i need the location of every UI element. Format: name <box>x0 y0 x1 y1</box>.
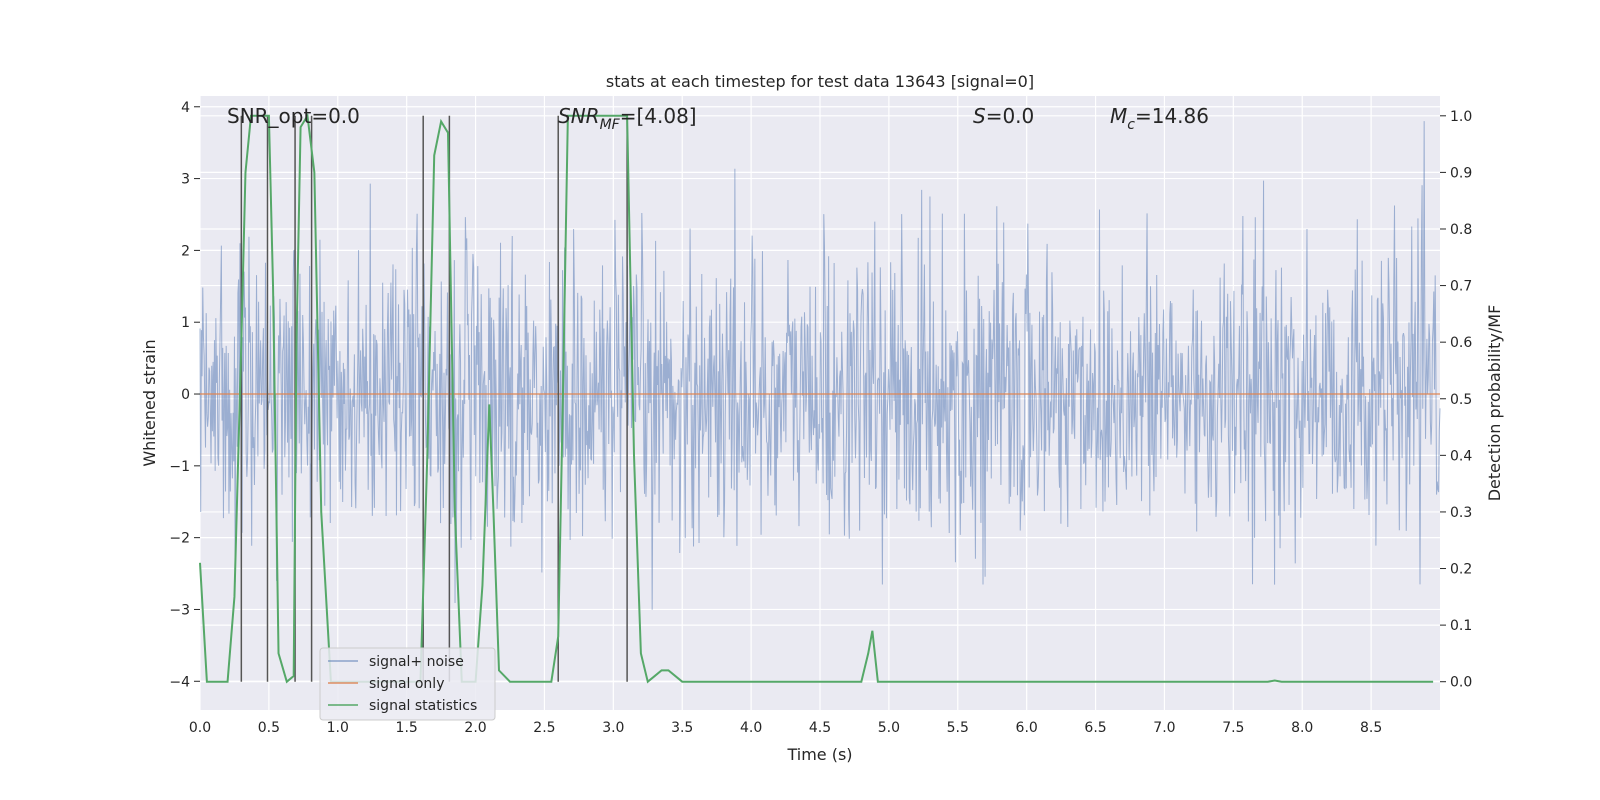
y2-tick-label: 0.5 <box>1450 392 1472 408</box>
y-axis-ticks: 4 3 2 1 0 −1 −2 −3 −4 <box>169 100 200 690</box>
vertical-marker-lines <box>240 115 628 682</box>
y2-tick-label: 0.2 <box>1450 562 1472 578</box>
snr-mf-main: SNR <box>558 104 600 128</box>
x-tick-label: 6.5 <box>1084 720 1106 736</box>
legend-label-signal-statistics: signal statistics <box>369 698 477 714</box>
legend-label-signal-only: signal only <box>369 676 444 692</box>
mc-annotation: Mc=14.86 <box>1110 104 1209 133</box>
s-value: =0.0 <box>986 104 1035 128</box>
y-tick-label: 4 <box>181 100 190 116</box>
snr-opt-annotation: SNR_opt=0.0 <box>227 104 360 128</box>
y2-tick-label: 0.6 <box>1450 335 1472 351</box>
signal-noise-series <box>199 121 1441 610</box>
chart-title: stats at each timestep for test data 136… <box>606 72 1034 91</box>
x-tick-label: 2.0 <box>464 720 486 736</box>
signal-noise-line <box>199 121 1441 610</box>
x-axis-label: Time (s) <box>786 745 852 764</box>
x-tick-label: 6.0 <box>1016 720 1038 736</box>
x-tick-label: 7.5 <box>1222 720 1244 736</box>
x-tick-label: 1.5 <box>396 720 418 736</box>
s-main: S <box>973 104 986 128</box>
y2-tick-label: 0.0 <box>1450 675 1472 691</box>
y2-tick-label: 0.7 <box>1450 279 1472 295</box>
y-tick-label: 2 <box>181 243 190 259</box>
y-tick-label: 3 <box>181 172 190 188</box>
mc-sub: c <box>1127 117 1135 133</box>
y-tick-label: −4 <box>169 674 190 690</box>
y2-tick-label: 0.3 <box>1450 505 1472 521</box>
x-tick-label: 5.0 <box>878 720 900 736</box>
x-tick-label: 2.5 <box>533 720 555 736</box>
y-tick-label: 0 <box>181 387 190 403</box>
s-annotation: S=0.0 <box>973 104 1034 128</box>
y-tick-label: 1 <box>181 315 190 331</box>
y-tick-label: −2 <box>169 531 190 547</box>
x-tick-label: 0.5 <box>258 720 280 736</box>
y2-axis-ticks: 1.0 0.9 0.8 0.7 0.6 0.5 0.4 0.3 0.2 0.1 0.0 <box>1440 109 1472 691</box>
x-tick-label: 8.0 <box>1291 720 1313 736</box>
y2-tick-label: 1.0 <box>1450 109 1472 125</box>
x-tick-label: 5.5 <box>947 720 969 736</box>
y2-tick-label: 0.8 <box>1450 222 1472 238</box>
signal-statistics-line <box>199 112 1434 684</box>
x-tick-label: 3.5 <box>671 720 693 736</box>
legend: signal+ noise signal only signal statist… <box>319 647 496 721</box>
y2-tick-label: 0.4 <box>1450 448 1472 464</box>
x-tick-label: 4.0 <box>740 720 762 736</box>
y2-tick-label: 0.9 <box>1450 165 1472 181</box>
snr-mf-sub: MF <box>600 117 621 133</box>
signal-statistics-series <box>199 112 1434 684</box>
y-tick-label: −3 <box>169 602 190 618</box>
x-tick-label: 7.0 <box>1153 720 1175 736</box>
x-tick-label: 0.0 <box>189 720 211 736</box>
mc-value: =14.86 <box>1135 104 1209 128</box>
snr-mf-annotation: SNRMF=[4.08] <box>558 104 697 133</box>
legend-box <box>319 647 496 721</box>
x-tick-label: 3.0 <box>602 720 624 736</box>
snr-mf-value: =[4.08] <box>620 104 697 128</box>
x-axis-ticks: 0.0 0.5 1.0 1.5 2.0 2.5 3.0 3.5 4.0 4.5 5.0 5.5 6.0 6… <box>189 720 1382 736</box>
x-tick-label: 8.5 <box>1360 720 1382 736</box>
x-tick-label: 1.0 <box>327 720 349 736</box>
y-axis-label: Whitened strain <box>140 339 159 466</box>
x-tick-label: 4.5 <box>809 720 831 736</box>
y2-tick-label: 0.1 <box>1450 618 1472 634</box>
mc-main: M <box>1110 104 1127 128</box>
legend-label-signal-noise: signal+ noise <box>369 654 464 670</box>
y-tick-label: −1 <box>169 459 190 475</box>
y2-axis-label: Detection probability/MF <box>1485 305 1504 502</box>
